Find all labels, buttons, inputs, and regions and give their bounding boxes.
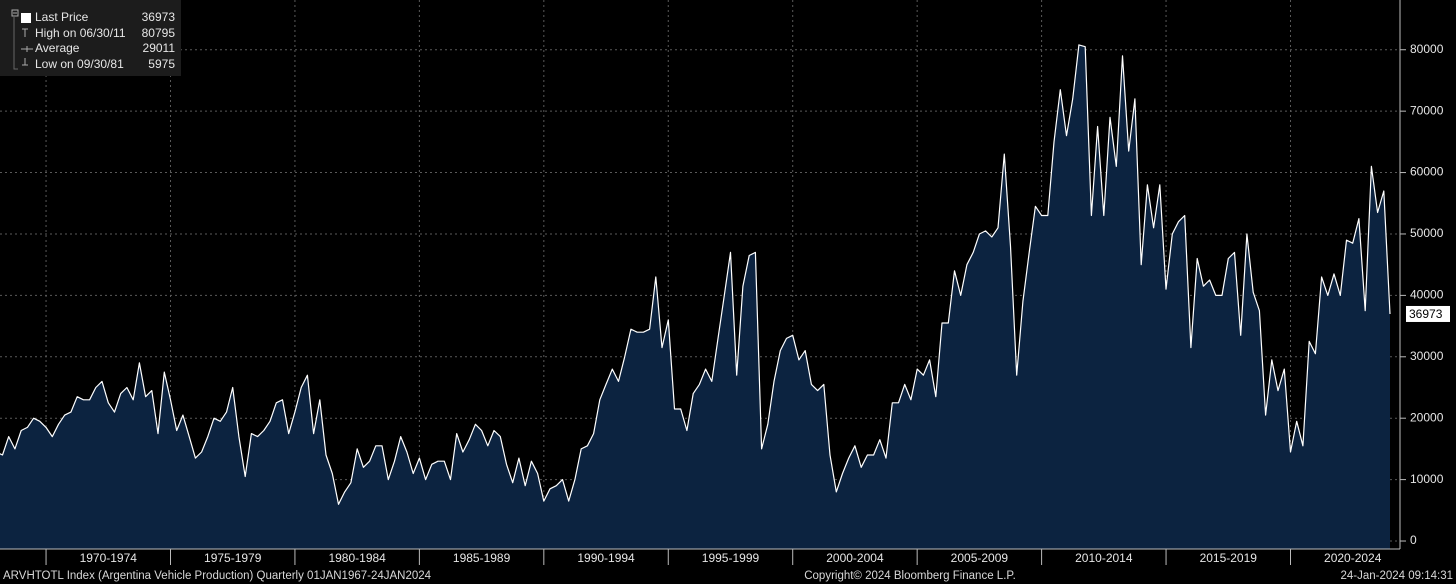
x-tick-label: 1970-1974 <box>80 551 138 565</box>
x-tick-label: 2005-2009 <box>951 551 1009 565</box>
legend-icon <box>11 9 19 17</box>
x-tick-label: 2020-2024 <box>1324 551 1382 565</box>
legend-icon <box>13 17 18 70</box>
legend-label: Low on 09/30/81 <box>35 57 124 71</box>
legend-value: 80795 <box>142 26 176 40</box>
y-tick-label: 70000 <box>1410 103 1444 117</box>
x-tick-label: 1995-1999 <box>702 551 760 565</box>
y-tick-label: 50000 <box>1410 226 1444 240</box>
plot-area <box>0 0 1400 549</box>
x-tick-label: 2000-2004 <box>826 551 884 565</box>
line <box>0 44 1391 505</box>
x-tick-label: 1975-1979 <box>204 551 262 565</box>
y-tick-label: 0 <box>1410 533 1417 547</box>
last-value-label: 36973 <box>1409 307 1443 321</box>
legend-value: 5975 <box>148 57 175 71</box>
legend-label: Average <box>35 41 80 55</box>
footer-timestamp: 24-Jan-2024 09:14:31 <box>1340 570 1453 582</box>
legend: Last Price 36973 High on 06/30/11 80795 … <box>0 0 181 76</box>
legend-icon <box>22 58 28 66</box>
legend-icon <box>21 46 33 52</box>
x-tick-label: 2010-2014 <box>1075 551 1133 565</box>
y-tick-label: 30000 <box>1410 349 1444 363</box>
x-tick-label: 1990-1994 <box>577 551 635 565</box>
y-tick-label: 10000 <box>1410 472 1444 486</box>
footer-title: ARVHTOTL Index (Argentina Vehicle Produc… <box>3 570 432 582</box>
legend-icon <box>22 28 28 37</box>
y-tick-label: 20000 <box>1410 410 1444 424</box>
legend-box <box>0 0 181 76</box>
footer-copyright: Copyright© 2024 Bloomberg Finance L.P. <box>804 570 1016 582</box>
last-value-box <box>1406 305 1450 322</box>
y-tick-label: 80000 <box>1410 42 1444 56</box>
x-tick-label: 2015-2019 <box>1200 551 1258 565</box>
legend-swatch <box>21 13 31 23</box>
area <box>0 44 1390 549</box>
x-tick-label: 1985-1989 <box>453 551 511 565</box>
legend-value: 36973 <box>142 10 176 24</box>
legend-label: Last Price <box>35 10 89 24</box>
y-tick-label: 40000 <box>1410 288 1444 302</box>
legend-value: 29011 <box>143 41 176 55</box>
y-tick-label: 60000 <box>1410 165 1444 179</box>
legend-label: High on 06/30/11 <box>35 26 126 40</box>
x-tick-label: 1980-1984 <box>328 551 386 565</box>
